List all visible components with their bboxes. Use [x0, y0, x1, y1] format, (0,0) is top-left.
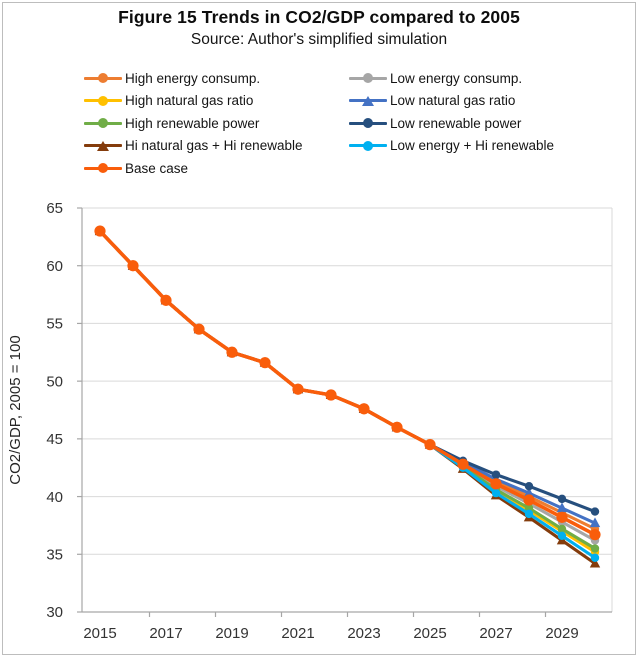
data-point-marker	[590, 553, 600, 562]
legend-item: Base case	[84, 159, 349, 177]
legend-circle-marker-icon	[363, 140, 373, 151]
legend-circle-marker-icon	[98, 95, 108, 106]
legend-label: Base case	[125, 160, 189, 176]
data-point-marker	[557, 531, 567, 541]
y-tick-label: 45	[46, 431, 63, 448]
data-point-marker	[590, 507, 600, 516]
series-line	[98, 229, 597, 560]
legend-circle-marker-icon	[98, 73, 108, 83]
y-tick-label: 65	[46, 200, 63, 217]
data-point-marker	[424, 439, 436, 451]
legend-label: High renewable power	[125, 115, 260, 131]
data-point-marker	[292, 383, 304, 395]
legend-swatch	[349, 139, 387, 153]
data-point-marker	[557, 494, 567, 504]
series-line	[98, 229, 597, 537]
legend-label: Low natural gas ratio	[390, 93, 516, 108]
legend-triangle-marker-icon	[362, 95, 374, 106]
data-point-marker	[259, 357, 271, 369]
legend-item: High renewable power	[84, 114, 349, 132]
legend-swatch	[84, 139, 122, 153]
data-point-marker	[491, 488, 501, 498]
data-point-marker	[193, 323, 205, 335]
data-point-marker	[358, 403, 370, 415]
data-point-marker	[226, 346, 238, 358]
chart-subtitle: Source: Author's simplified simulation	[190, 31, 448, 48]
data-point-marker	[524, 481, 534, 491]
x-tick-label: 2017	[149, 625, 182, 642]
legend-label: Low energy consump.	[390, 70, 523, 86]
data-point-marker	[127, 260, 139, 272]
legend-item: High natural gas ratio	[84, 92, 349, 110]
chart-legend: High energy consump. Low energy consump. H…	[84, 69, 614, 177]
data-point-marker	[160, 294, 172, 306]
x-tick-label: 2027	[479, 625, 512, 642]
legend-swatch	[349, 94, 387, 108]
data-point-marker	[457, 458, 469, 470]
y-tick-label: 30	[46, 604, 63, 621]
series-line	[98, 229, 597, 525]
data-point-marker	[524, 503, 534, 513]
x-tick-label: 2021	[281, 625, 314, 642]
y-tick-label: 60	[46, 258, 63, 275]
x-tick-label: 2023	[347, 625, 380, 642]
chart-title: Figure 15 Trends in CO2/GDP compared to …	[118, 7, 520, 27]
legend-item: Low energy consump.	[349, 69, 614, 87]
data-point-marker	[589, 529, 601, 541]
legend-label: High energy consump.	[125, 70, 261, 86]
legend-swatch	[349, 116, 387, 130]
legend-circle-marker-icon	[98, 163, 108, 173]
x-tick-label: 2015	[83, 625, 116, 642]
data-point-marker	[523, 494, 535, 506]
y-tick-label: 35	[46, 546, 63, 563]
data-point-marker	[557, 524, 567, 534]
legend-item: Low renewable power	[349, 114, 614, 132]
legend-circle-marker-icon	[363, 73, 373, 83]
legend-swatch	[84, 161, 122, 175]
x-tick-label: 2019	[215, 625, 248, 642]
legend-item: Hi natural gas + Hi renewable	[84, 137, 349, 155]
data-point-marker	[590, 544, 600, 553]
data-point-marker	[523, 487, 535, 498]
legend-label: Low renewable power	[390, 115, 522, 131]
legend-item: Low energy + Hi renewable	[349, 137, 614, 155]
data-point-marker	[589, 517, 601, 528]
data-point-marker	[556, 511, 568, 523]
legend-circle-marker-icon	[363, 118, 373, 128]
series-line	[98, 229, 597, 514]
data-point-marker	[391, 421, 403, 433]
legend-label: Low energy + Hi renewable	[390, 138, 554, 153]
data-point-marker	[491, 470, 501, 479]
legend-swatch	[349, 71, 387, 85]
data-point-marker	[325, 389, 337, 401]
legend-circle-marker-icon	[98, 118, 108, 128]
x-tick-label: 2025	[413, 625, 446, 642]
y-tick-label: 40	[46, 489, 63, 506]
legend-swatch	[84, 116, 122, 130]
data-point-marker	[556, 502, 568, 513]
chart-header: Figure 15 Trends in CO2/GDP compared to …	[0, 7, 638, 49]
series-line	[98, 229, 597, 566]
y-tick-label: 50	[46, 373, 63, 390]
data-point-marker	[490, 478, 502, 490]
legend-swatch	[84, 71, 122, 85]
legend-label: High natural gas ratio	[125, 93, 254, 108]
legend-swatch	[84, 94, 122, 108]
y-axis-title: CO2/GDP, 2005 = 100	[7, 335, 24, 484]
data-point-marker	[524, 509, 534, 519]
legend-label: Hi natural gas + Hi renewable	[125, 138, 303, 153]
y-tick-label: 55	[46, 316, 63, 333]
legend-item: Low natural gas ratio	[349, 92, 614, 110]
data-point-marker	[589, 557, 601, 568]
legend-item: High energy consump.	[84, 69, 349, 87]
x-tick-label: 2029	[545, 625, 578, 642]
data-point-marker	[94, 225, 106, 237]
legend-triangle-marker-icon	[97, 140, 109, 151]
